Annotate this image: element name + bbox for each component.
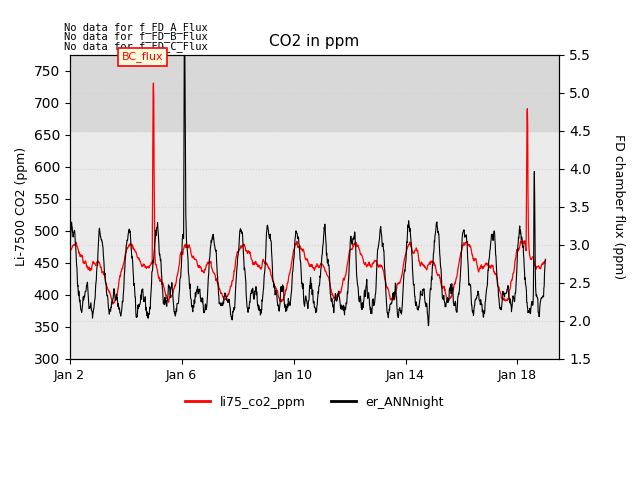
Y-axis label: FD chamber flux (ppm): FD chamber flux (ppm) [612,134,625,279]
Text: BC_flux: BC_flux [122,51,163,62]
Text: No data for f_FD_B_Flux: No data for f_FD_B_Flux [64,31,208,42]
Legend: li75_co2_ppm, er_ANNnight: li75_co2_ppm, er_ANNnight [180,391,449,414]
Bar [70,55,559,131]
Text: No data for f_FD_A_Flux: No data for f_FD_A_Flux [64,22,208,33]
Y-axis label: Li-7500 CO2 (ppm): Li-7500 CO2 (ppm) [15,147,28,266]
Title: CO2 in ppm: CO2 in ppm [269,34,360,49]
Text: No data for f_FD_C_Flux: No data for f_FD_C_Flux [64,41,208,52]
